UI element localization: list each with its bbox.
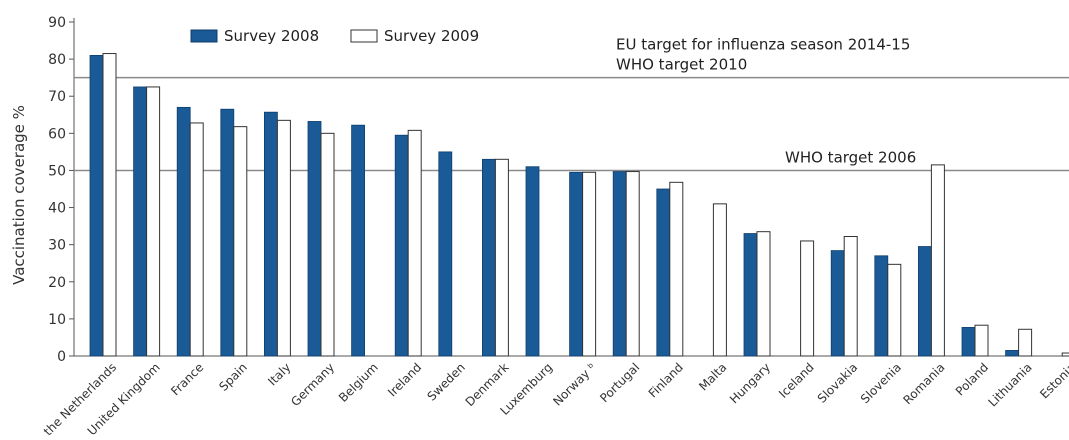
category-label: Slovenia	[858, 360, 904, 406]
bar-survey-2009	[189, 122, 204, 357]
bar-survey-2009	[582, 171, 597, 357]
y-tick-label: 90	[48, 15, 66, 31]
bar-survey-2008	[481, 158, 496, 357]
y-tick-label: 70	[48, 89, 66, 105]
category-label: Slovakia	[815, 360, 861, 406]
category-label: Belgium	[336, 360, 381, 405]
bar-survey-2008	[525, 166, 540, 357]
bar-survey-2008	[918, 246, 932, 357]
y-tick-label: 80	[48, 52, 66, 68]
bar-survey-2008	[1005, 350, 1019, 357]
y-tick-label: 40	[48, 201, 66, 217]
bar-survey-2008	[394, 134, 409, 357]
plot-area: 0 10 20 30 40 50 60 70 80 90 EU target for influen…	[41, 15, 1069, 438]
bar-survey-2008	[220, 108, 235, 357]
category-label: the Netherlands	[41, 360, 119, 438]
bar-survey-2008	[133, 86, 148, 357]
bar-survey-2009	[494, 158, 509, 357]
bar-survey-2009	[800, 240, 815, 357]
bar-survey-2008	[351, 124, 366, 357]
bar-survey-2008	[263, 111, 278, 357]
category-label: Romania	[901, 360, 948, 407]
legend-label-survey-2008: Survey 2008	[224, 27, 319, 45]
category-label: Malta	[696, 360, 729, 393]
bar-survey-2009	[887, 263, 902, 357]
bar-survey-2009	[1061, 352, 1069, 357]
bar-survey-2009	[625, 171, 640, 357]
bar-survey-2009	[1018, 328, 1033, 357]
y-tick-label: 60	[48, 126, 66, 142]
legend-swatch-survey-2008	[190, 29, 218, 43]
bar-survey-2008	[961, 327, 976, 357]
bar-survey-2009	[756, 231, 771, 357]
bar-survey-2008	[438, 151, 453, 357]
category-label: Spain	[216, 360, 250, 394]
reference-line-label: WHO target 2010	[616, 56, 747, 74]
category-label: Italy	[265, 360, 293, 388]
reference-line-label: WHO target 2006	[785, 148, 916, 166]
bar-survey-2008	[176, 106, 191, 357]
bar-survey-2009	[233, 126, 248, 357]
bar-survey-2009	[669, 181, 684, 357]
y-tick-label: 20	[48, 275, 66, 291]
y-tick-label: 10	[48, 312, 66, 328]
bar-survey-2008	[612, 171, 627, 357]
category-label: Hungary	[727, 360, 773, 406]
bar-survey-2009	[320, 132, 335, 357]
y-tick-label: 0	[57, 349, 66, 365]
bar-survey-2008	[569, 171, 583, 357]
category-label: Norway ᵇ	[550, 360, 598, 408]
bar-survey-2008	[656, 188, 671, 357]
bar-survey-2008	[307, 121, 322, 357]
bar-survey-2008	[89, 55, 104, 357]
reference-line-label: EU target for influenza season 2014-15	[616, 36, 910, 54]
bar-survey-2009	[930, 164, 945, 357]
bar-survey-2008	[743, 233, 758, 357]
bar-survey-2009	[407, 129, 422, 357]
bar-survey-2009	[146, 86, 161, 357]
category-label: Iceland	[776, 360, 817, 401]
y-axis-label: Vaccination coverage %	[10, 105, 28, 285]
bar-survey-2009	[974, 324, 989, 357]
category-label: Ireland	[385, 360, 424, 399]
category-label: Estonia	[1037, 360, 1069, 401]
category-label: Poland	[953, 360, 991, 398]
y-tick-label: 30	[48, 238, 66, 254]
category-label: Portugal	[597, 360, 642, 405]
bar-survey-2008	[874, 255, 889, 357]
category-label: Lithuania	[986, 360, 1035, 409]
y-tick-label: 50	[48, 163, 66, 179]
category-label: Sweden	[424, 360, 467, 403]
legend-label-survey-2009: Survey 2009	[384, 27, 479, 45]
category-label: Germany	[288, 360, 337, 409]
bar-survey-2009	[102, 53, 117, 357]
bar-survey-2008	[830, 250, 845, 357]
legend: Survey 2008 Survey 2009	[190, 27, 479, 45]
category-label: France	[168, 360, 206, 398]
bar-survey-2009	[276, 119, 291, 357]
category-label: Finland	[646, 360, 686, 400]
bar-survey-2009	[843, 236, 858, 357]
bar-survey-2009	[712, 203, 727, 357]
legend-swatch-survey-2009	[350, 29, 378, 43]
